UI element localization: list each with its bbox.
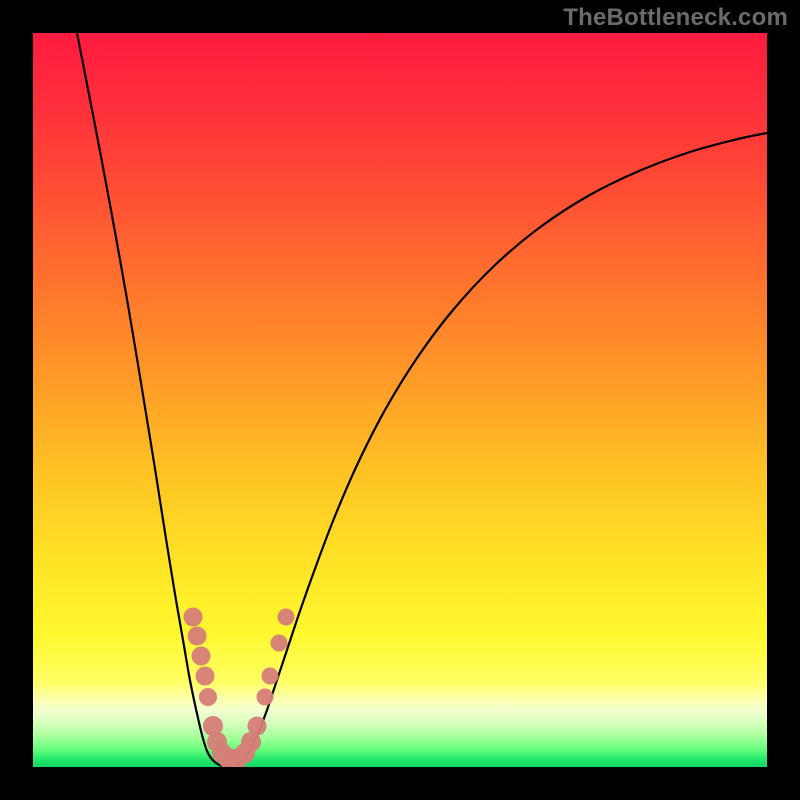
marker-4 (199, 688, 217, 706)
marker-14 (262, 668, 279, 685)
marker-13 (257, 689, 274, 706)
marker-0 (184, 608, 203, 627)
marker-16 (278, 609, 295, 626)
watermark-text: TheBottleneck.com (563, 4, 788, 32)
chart-stage: TheBottleneck.com (0, 0, 800, 800)
marker-1 (188, 627, 207, 646)
marker-2 (192, 647, 211, 666)
marker-3 (196, 667, 215, 686)
marker-12 (248, 717, 267, 736)
bottleneck-curve-chart (0, 0, 800, 800)
marker-15 (271, 635, 288, 652)
